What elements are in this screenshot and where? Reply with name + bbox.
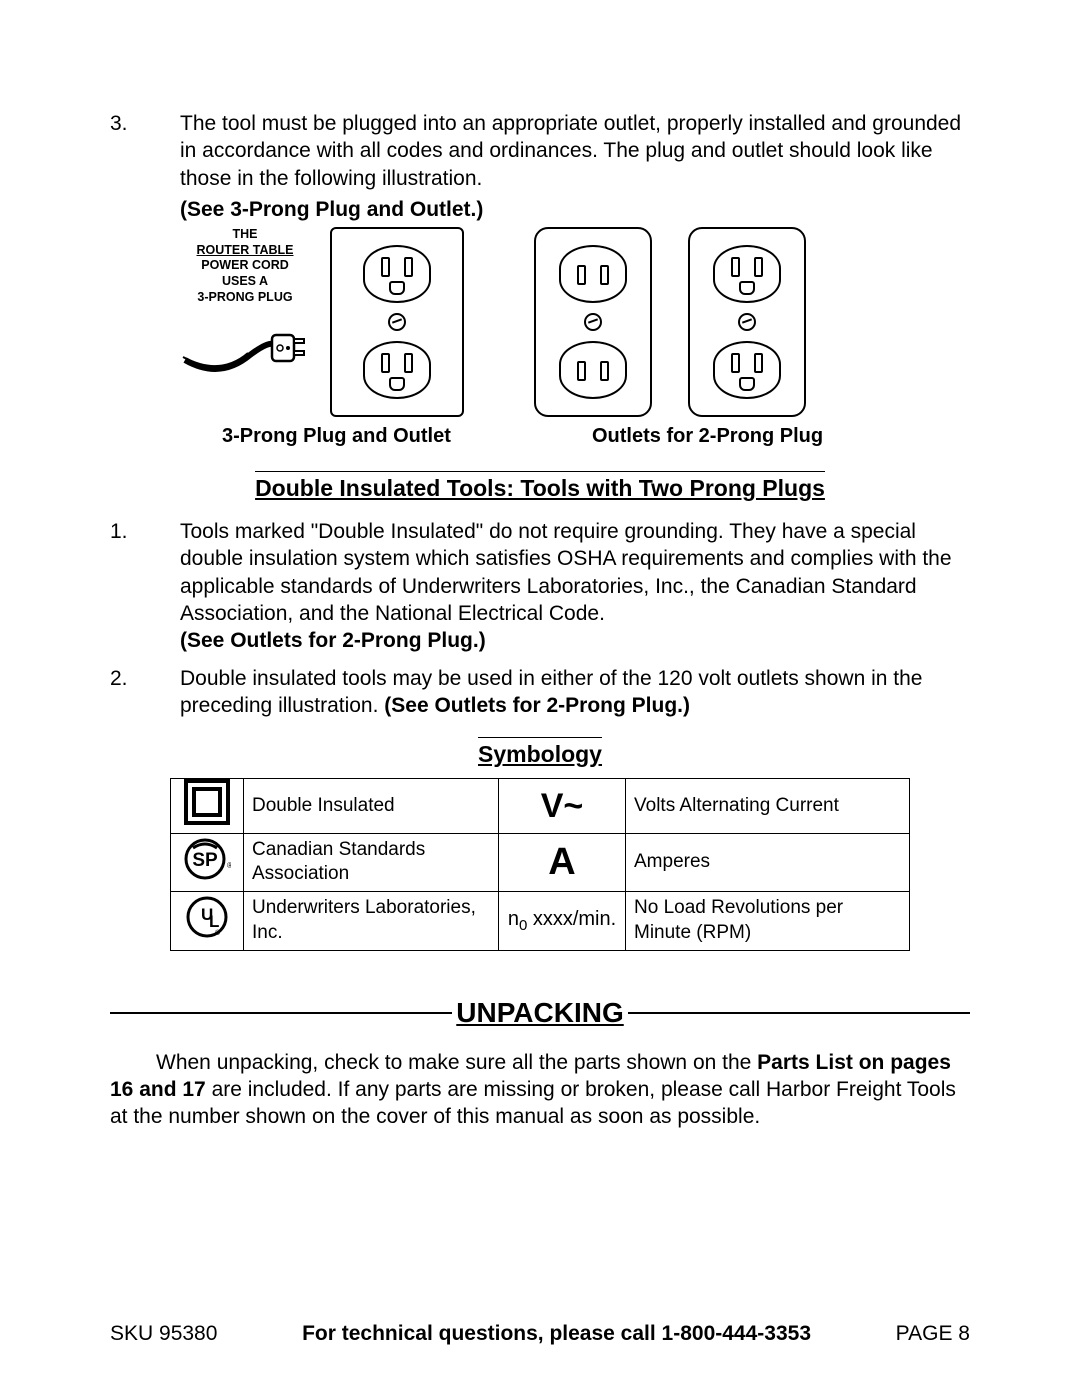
svg-text:®: ® [215,929,221,937]
list-body: The tool must be plugged into an appropr… [180,110,970,192]
plug-label-line: POWER CORD [180,258,310,274]
table-row: U L ® Underwriters Laboratories, Inc. n0… [171,892,910,950]
ul-icon: U L ® [171,892,244,950]
plug-label-line: USES A [180,274,310,290]
footer-page: PAGE 8 [896,1320,970,1347]
plug-label: THE ROUTER TABLE POWER CORD USES A 3-PRO… [180,227,310,305]
list-number: 2. [110,665,180,720]
caption-left: 3-Prong Plug and Outlet [222,423,482,449]
heading-unpacking-row: UNPACKING [110,995,970,1031]
see-note: (See Outlets for 2-Prong Plug.) [384,694,690,717]
plug-label-line: ROUTER TABLE [180,243,310,259]
plug-label-line: 3-PRONG PLUG [180,290,310,306]
heading-symbology: Symbology [478,737,602,770]
table-cell: Canadian Standards Association [244,833,499,891]
text-run: When unpacking, check to make sure all t… [156,1051,757,1074]
footer-phone: For technical questions, please call 1-8… [302,1320,811,1347]
list-number: 1. [110,518,180,654]
two-prong-outlet-grounded-icon [688,227,806,417]
table-cell: Underwriters Laboratories, Inc. [244,892,499,950]
csa-icon: SP ® [171,833,244,891]
unpacking-paragraph: When unpacking, check to make sure all t… [110,1049,970,1131]
table-cell: No Load Revolutions per Minute (RPM) [626,892,910,950]
three-prong-outlet-icon [330,227,464,417]
symbology-table: Double Insulated V~ Volts Alternating Cu… [170,778,910,950]
list-body: Tools marked "Double Insulated" do not r… [180,520,952,625]
outlet-illustration: THE ROUTER TABLE POWER CORD USES A 3-PRO… [180,227,970,449]
heading-double-insulated: Double Insulated Tools: Tools with Two P… [255,471,825,504]
rpm-icon: n0 xxxx/min. [499,892,626,950]
page: 3. The tool must be plugged into an appr… [0,0,1080,1397]
text-run: are included. If any parts are missing o… [110,1078,956,1128]
svg-text:L: L [209,912,219,931]
list-item-di-2: 2. Double insulated tools may be used in… [110,665,970,720]
see-note: (See 3-Prong Plug and Outlet.) [180,196,970,223]
see-note: (See Outlets for 2-Prong Plug.) [180,629,486,652]
footer-sku: SKU 95380 [110,1320,217,1347]
volts-ac-icon: V~ [499,779,626,834]
svg-text:SP: SP [192,850,218,871]
double-insulated-icon [171,779,244,834]
table-cell: Double Insulated [244,779,499,834]
table-row: SP ® Canadian Standards Association A Am… [171,833,910,891]
two-prong-outlet-icon [534,227,652,417]
table-cell: Volts Alternating Current [626,779,910,834]
list-item-di-1: 1. Tools marked "Double Insulated" do no… [110,518,970,654]
list-number: 3. [110,110,180,192]
table-cell: Amperes [626,833,910,891]
list-item-3: 3. The tool must be plugged into an appr… [110,110,970,192]
plug-cord-icon [180,305,320,385]
svg-text:®: ® [227,861,231,870]
amperes-icon: A [499,833,626,891]
plug-label-line: THE [180,227,310,243]
page-footer: SKU 95380 For technical questions, pleas… [110,1320,970,1347]
heading-unpacking: UNPACKING [452,995,627,1031]
caption-right: Outlets for 2-Prong Plug [592,423,823,449]
table-row: Double Insulated V~ Volts Alternating Cu… [171,779,910,834]
